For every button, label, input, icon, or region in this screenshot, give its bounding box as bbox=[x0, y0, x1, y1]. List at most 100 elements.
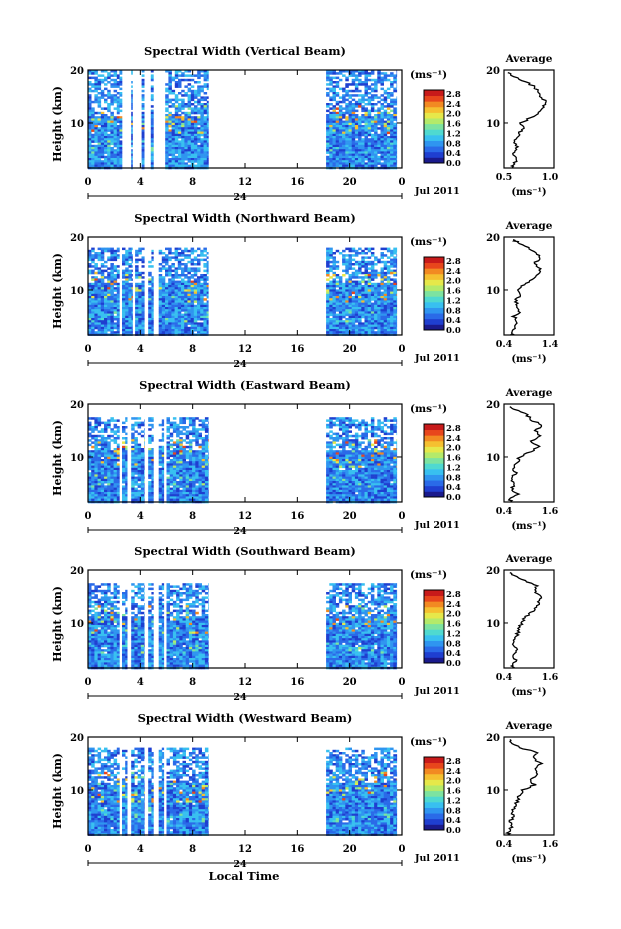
heatmap-cell bbox=[134, 423, 138, 427]
heatmap-cell bbox=[100, 258, 105, 262]
heatmap-cell bbox=[203, 274, 207, 277]
heatmap-cell bbox=[94, 78, 98, 82]
heatmap-cell bbox=[200, 313, 204, 317]
heatmap-cell bbox=[203, 103, 208, 106]
heatmap-cell bbox=[148, 489, 152, 493]
heatmap-cell bbox=[332, 94, 336, 97]
heatmap-cell bbox=[361, 263, 365, 266]
heatmap-cell bbox=[351, 309, 356, 312]
heatmap-cell bbox=[91, 417, 95, 420]
heatmap-cell bbox=[354, 122, 359, 126]
heatmap-cell bbox=[348, 307, 352, 310]
heatmap-cell bbox=[91, 271, 95, 275]
heatmap-cell bbox=[125, 274, 129, 277]
heatmap-cell bbox=[184, 78, 188, 82]
heatmap-cell bbox=[386, 105, 391, 108]
heatmap-cell bbox=[148, 296, 152, 299]
heatmap-cell bbox=[119, 136, 123, 139]
heatmap-cell bbox=[348, 254, 352, 257]
heatmap-cell bbox=[203, 291, 207, 295]
heatmap-cell bbox=[131, 122, 133, 126]
heatmap-cell bbox=[116, 302, 120, 306]
heatmap-cell bbox=[380, 103, 384, 106]
heatmap-cell bbox=[364, 158, 368, 161]
heatmap-cell bbox=[88, 461, 92, 464]
heatmap-cell bbox=[100, 483, 105, 486]
heatmap-cell bbox=[386, 162, 391, 165]
heatmap-cell bbox=[345, 254, 349, 257]
heatmap-cell bbox=[144, 445, 145, 449]
heatmap-cell bbox=[342, 289, 346, 292]
heatmap-cell bbox=[169, 476, 174, 480]
heatmap-cell bbox=[110, 267, 114, 270]
heatmap-cell bbox=[338, 72, 343, 75]
heatmap-cell bbox=[358, 285, 362, 288]
heatmap-cell bbox=[125, 481, 128, 484]
heatmap-cell bbox=[119, 81, 123, 84]
heatmap-cell bbox=[182, 452, 186, 455]
heatmap-cell bbox=[345, 109, 349, 113]
heatmap-cell bbox=[361, 326, 365, 330]
heatmap-cell bbox=[348, 147, 352, 150]
heatmap-cell bbox=[380, 158, 384, 161]
heatmap-cell bbox=[151, 470, 154, 473]
heatmap-cell bbox=[187, 289, 191, 292]
heatmap-cell bbox=[113, 133, 118, 137]
heatmap-cell bbox=[354, 260, 359, 264]
heatmap-cell bbox=[390, 331, 394, 334]
heatmap-cell bbox=[100, 142, 105, 146]
heatmap-cell bbox=[104, 151, 108, 154]
heatmap-cell bbox=[374, 287, 378, 290]
heatmap-cell bbox=[158, 278, 163, 281]
heatmap-cell bbox=[171, 125, 176, 128]
heatmap-cell bbox=[113, 153, 118, 157]
heatmap-cell bbox=[358, 89, 362, 93]
heatmap-cell bbox=[88, 98, 92, 102]
heatmap-cell bbox=[370, 140, 375, 143]
heatmap-cell bbox=[396, 74, 398, 77]
heatmap-cell bbox=[148, 437, 152, 440]
heatmap-cell bbox=[206, 87, 209, 91]
heatmap-cell bbox=[176, 448, 180, 451]
heatmap-cell bbox=[185, 474, 190, 477]
heatmap-cell bbox=[370, 103, 375, 106]
heatmap-cell bbox=[370, 331, 375, 334]
heatmap-cell bbox=[187, 249, 191, 253]
heatmap-cell bbox=[206, 309, 209, 312]
heatmap-cell bbox=[187, 87, 192, 91]
heatmap-cell bbox=[165, 107, 169, 110]
heatmap-cell bbox=[97, 96, 102, 99]
heatmap-cell bbox=[113, 496, 118, 499]
heatmap-cell bbox=[380, 304, 384, 308]
heatmap-cell bbox=[125, 298, 129, 301]
heatmap-cell bbox=[351, 322, 356, 325]
colorbar-swatch bbox=[424, 307, 444, 314]
heatmap-cell bbox=[194, 118, 198, 121]
heatmap-cell bbox=[97, 322, 102, 325]
heatmap-cell bbox=[396, 162, 398, 165]
heatmap-cell bbox=[335, 100, 340, 104]
heatmap-cell bbox=[91, 89, 95, 93]
heatmap-cell bbox=[354, 114, 359, 117]
heatmap-cell bbox=[94, 318, 98, 321]
heatmap-cell bbox=[161, 285, 166, 288]
heatmap-cell bbox=[383, 278, 388, 281]
heatmap-cell bbox=[351, 107, 356, 110]
heatmap-cell bbox=[185, 417, 190, 420]
heatmap-cell bbox=[345, 291, 349, 295]
heatmap-cell bbox=[374, 258, 378, 262]
heatmap-cell bbox=[131, 285, 133, 288]
heatmap-cell bbox=[338, 118, 343, 121]
heatmap-cell bbox=[107, 258, 111, 262]
heatmap-cell bbox=[119, 153, 123, 157]
heatmap-cell bbox=[383, 254, 388, 257]
heatmap-cell bbox=[131, 133, 133, 137]
heatmap-cell bbox=[100, 300, 105, 303]
heatmap-cell bbox=[88, 265, 92, 268]
heatmap-cell bbox=[203, 269, 207, 273]
colorbar-frame bbox=[423, 89, 445, 164]
heatmap-cell bbox=[107, 136, 111, 139]
heatmap-cell bbox=[329, 267, 333, 270]
heatmap-cell bbox=[204, 470, 209, 473]
heatmap-cell bbox=[326, 127, 330, 130]
